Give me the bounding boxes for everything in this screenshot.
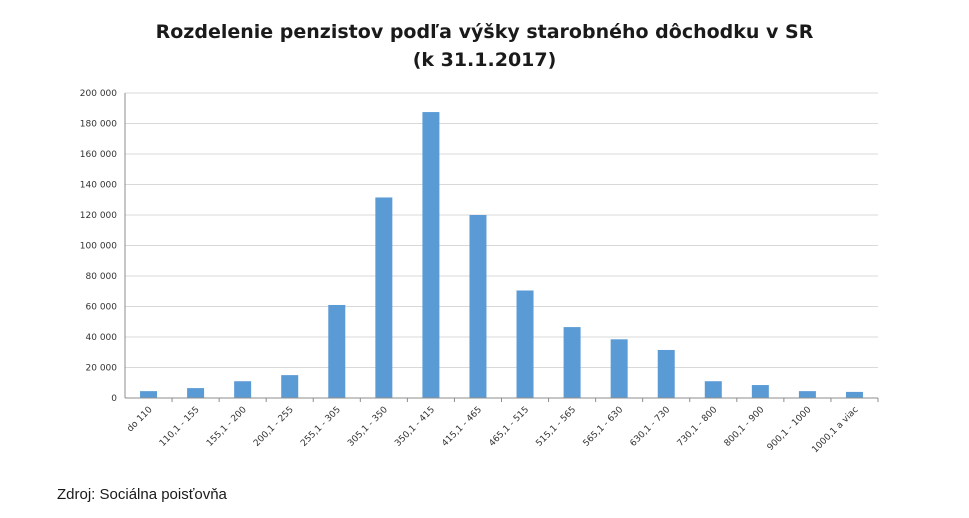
bar xyxy=(704,381,722,398)
y-tick-label: 100 000 xyxy=(80,242,117,252)
bar xyxy=(422,112,440,398)
x-tick-label: 200,1 - 255 xyxy=(252,405,296,449)
gridlines xyxy=(125,92,878,368)
bar xyxy=(187,388,205,398)
bar xyxy=(563,327,581,398)
x-tick-label: 415,1 - 465 xyxy=(440,405,484,449)
source-note: Zdroj: Sociálna poisťovňa xyxy=(57,486,227,503)
x-tick-label: 565,1 - 630 xyxy=(581,405,625,449)
y-axis-ticks: 0 20 000 40 000 60 000 80 000 100 000 120 000 1… xyxy=(80,89,117,404)
bar xyxy=(281,375,299,398)
x-tick-label: 255,1 - 305 xyxy=(299,405,343,449)
y-tick-label: 40 000 xyxy=(86,333,118,343)
x-tick-label: 305,1 - 350 xyxy=(346,405,390,449)
x-tick-label: 1000,1 a viac xyxy=(810,405,860,455)
bar xyxy=(140,391,158,398)
y-tick-label: 0 xyxy=(111,394,117,404)
bar xyxy=(234,381,252,398)
bar xyxy=(845,391,863,398)
y-tick-label: 80 000 xyxy=(86,272,118,282)
x-tick-label: 465,1 - 515 xyxy=(487,405,531,449)
y-tick-label: 20 000 xyxy=(86,364,118,374)
bars xyxy=(140,112,863,398)
y-tick-label: 140 000 xyxy=(80,181,117,191)
x-tick-label: do 110 xyxy=(125,405,154,434)
bar xyxy=(657,349,675,398)
x-tick-label: 350,1 - 415 xyxy=(393,405,437,449)
y-tick-label: 120 000 xyxy=(80,211,117,221)
bar xyxy=(516,290,534,398)
chart-subtitle: (k 31.1.2017) xyxy=(412,49,557,71)
x-tick-label: 110,1 - 155 xyxy=(158,405,202,449)
y-tick-label: 180 000 xyxy=(80,120,117,130)
bar xyxy=(610,339,628,398)
chart-title-line: Rozdelenie penzistov podľa výšky starobn… xyxy=(155,21,814,43)
x-tick-label: 800,1 - 900 xyxy=(723,405,767,449)
y-tick-label: 160 000 xyxy=(80,150,117,160)
bar xyxy=(798,391,816,398)
bar xyxy=(375,197,393,398)
y-tick-label: 60 000 xyxy=(86,303,118,313)
bar xyxy=(328,304,346,398)
x-tick-label: 155,1 - 200 xyxy=(205,405,249,449)
x-tick-label: 515,1 - 565 xyxy=(534,405,578,449)
x-tick-label: 730,1 - 800 xyxy=(676,405,720,449)
bar xyxy=(751,385,769,398)
chart-title: Rozdelenie penzistov podľa výšky starobn… xyxy=(0,18,969,74)
y-tick-label: 200 000 xyxy=(80,89,117,99)
x-tick-label: 630,1 - 730 xyxy=(629,405,673,449)
x-tick-label: 900,1 - 1000 xyxy=(766,405,814,453)
bar xyxy=(469,215,487,398)
x-axis-ticks: do 110 110,1 - 155 155,1 - 200 200,1 - 255 2… xyxy=(125,398,879,455)
